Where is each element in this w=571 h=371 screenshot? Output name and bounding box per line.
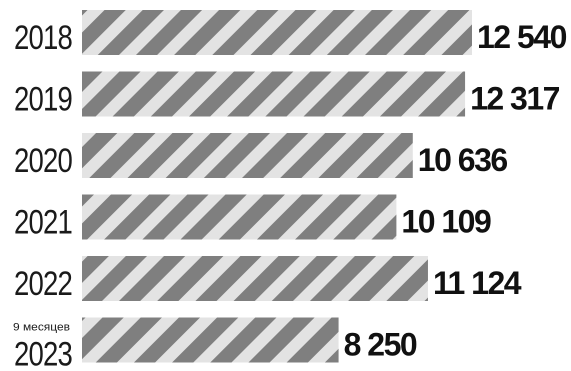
bar (82, 71, 466, 117)
category-label: 2018 (14, 19, 72, 57)
bar-row-2022: 2022 11 124 (14, 256, 523, 303)
category-sublabel: 9 месяцев (13, 322, 70, 334)
bar-row-2023: 2023 9 месяцев 8 250 (13, 317, 418, 371)
bar-row-2021: 2021 10 109 (14, 194, 492, 242)
bar (82, 10, 472, 55)
value-label: 12 317 (470, 81, 560, 117)
bar-row-2019: 2019 12 317 (14, 71, 561, 119)
bar-row-2020: 2020 10 636 (14, 133, 509, 180)
bar (82, 317, 339, 363)
value-label: 10 109 (401, 204, 491, 240)
bar-row-2018: 2018 12 540 (14, 10, 568, 57)
category-label: 2019 (14, 81, 72, 119)
category-label: 2023 (14, 336, 72, 371)
value-label: 11 124 (433, 265, 522, 301)
value-label: 8 250 (344, 327, 417, 363)
bar (82, 256, 428, 301)
bar (82, 133, 413, 178)
value-label: 10 636 (418, 142, 508, 178)
category-label: 2021 (14, 204, 72, 242)
category-label: 2020 (14, 142, 72, 180)
category-label: 2022 (14, 265, 72, 303)
bar (82, 194, 397, 240)
value-label: 12 540 (477, 19, 567, 55)
